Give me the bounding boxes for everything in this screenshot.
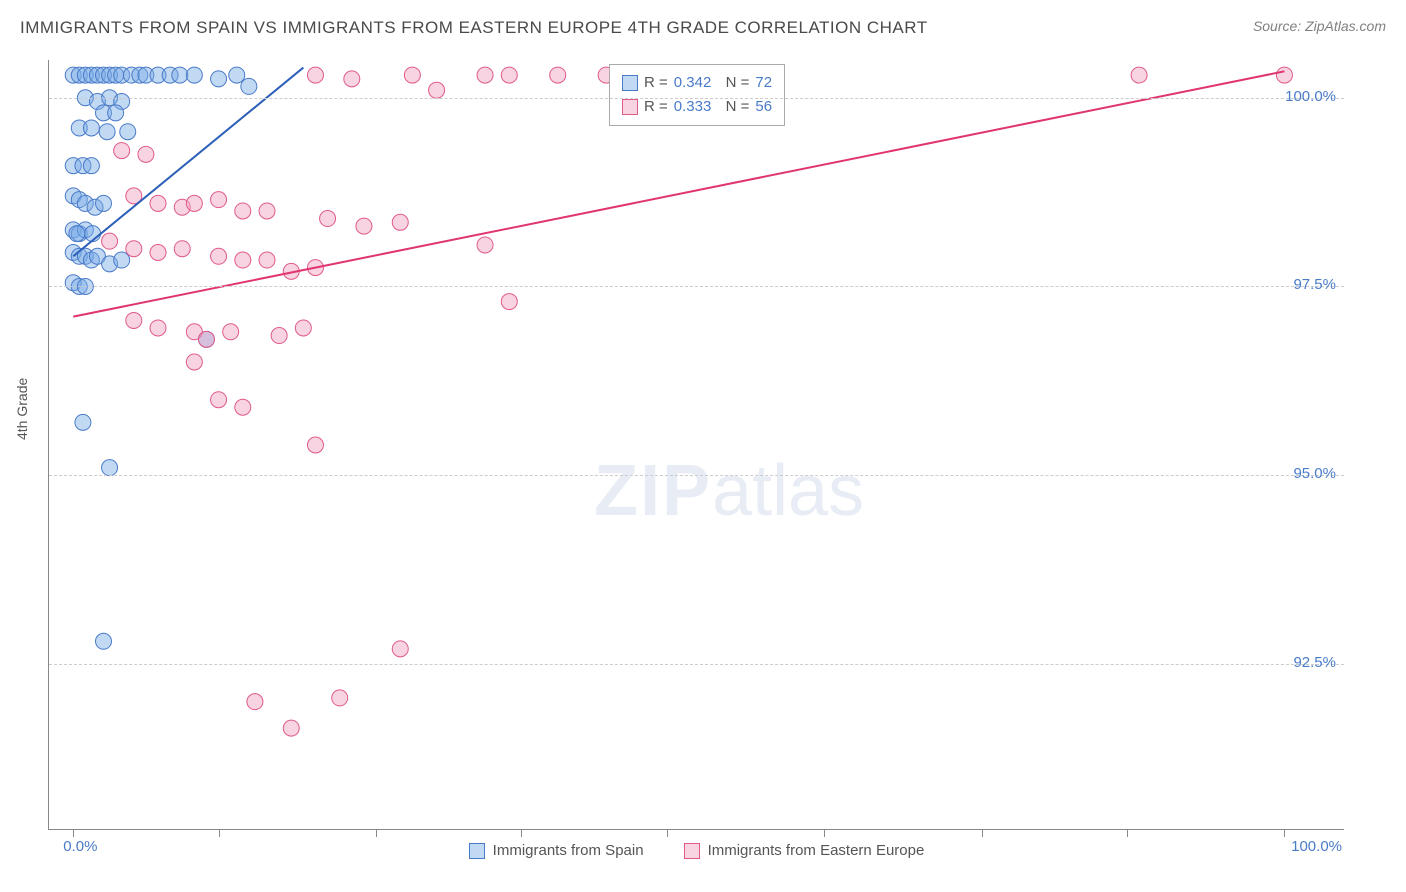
data-point (223, 324, 239, 340)
data-point (1131, 67, 1147, 83)
data-point (477, 237, 493, 253)
data-point (114, 252, 130, 268)
series-legend: Immigrants from Spain Immigrants from Ea… (49, 842, 1344, 859)
data-point (550, 67, 566, 83)
data-point (69, 226, 85, 242)
data-point (307, 437, 323, 453)
data-point (332, 690, 348, 706)
data-point (429, 82, 445, 98)
x-tick (73, 829, 74, 837)
swatch-ee-bottom (684, 843, 700, 859)
data-point (102, 233, 118, 249)
data-point (174, 241, 190, 257)
data-point (186, 67, 202, 83)
legend-n-spain: 72 (755, 71, 772, 95)
data-point (477, 67, 493, 83)
data-point (392, 641, 408, 657)
data-point (75, 414, 91, 430)
data-point (259, 252, 275, 268)
gridline-h (49, 98, 1344, 99)
y-axis-label: 4th Grade (14, 378, 30, 440)
gridline-h (49, 286, 1344, 287)
swatch-spain (622, 75, 638, 91)
data-point (126, 312, 142, 328)
data-point (83, 158, 99, 174)
legend-r-label: R = (644, 71, 668, 95)
data-point (320, 211, 336, 227)
data-point (307, 67, 323, 83)
data-point (120, 124, 136, 140)
data-point (126, 241, 142, 257)
data-point (211, 392, 227, 408)
y-tick-label: 100.0% (1285, 88, 1336, 105)
data-point (392, 214, 408, 230)
data-point (108, 105, 124, 121)
legend-r-spain: 0.342 (674, 71, 712, 95)
y-tick-label: 97.5% (1293, 276, 1336, 293)
data-point (356, 218, 372, 234)
data-point (150, 320, 166, 336)
data-point (344, 71, 360, 87)
legend-label-ee: Immigrants from Eastern Europe (708, 842, 925, 859)
legend-label-spain: Immigrants from Spain (493, 842, 644, 859)
data-point (150, 195, 166, 211)
legend-item-spain: Immigrants from Spain (469, 842, 644, 859)
legend-row-spain: R = 0.342 N = 72 (622, 71, 772, 95)
data-point (186, 195, 202, 211)
x-tick (219, 829, 220, 837)
data-point (138, 146, 154, 162)
data-point (235, 203, 251, 219)
legend-n-label: N = (717, 71, 749, 95)
x-tick (667, 829, 668, 837)
data-point (102, 460, 118, 476)
data-point (501, 294, 517, 310)
data-point (271, 328, 287, 344)
scatter-svg (49, 60, 1344, 829)
chart-plot-area: ZIPatlas R = 0.342 N = 72 R = 0.333 N = … (48, 60, 1344, 830)
data-point (96, 633, 112, 649)
data-point (404, 67, 420, 83)
legend-item-ee: Immigrants from Eastern Europe (684, 842, 925, 859)
data-point (229, 67, 245, 83)
correlation-legend: R = 0.342 N = 72 R = 0.333 N = 56 (609, 64, 785, 126)
data-point (295, 320, 311, 336)
y-tick-label: 92.5% (1293, 654, 1336, 671)
data-point (198, 331, 214, 347)
data-point (283, 720, 299, 736)
swatch-spain-bottom (469, 843, 485, 859)
data-point (83, 120, 99, 136)
x-tick (982, 829, 983, 837)
data-point (235, 252, 251, 268)
data-point (247, 694, 263, 710)
data-point (186, 354, 202, 370)
x-tick (1284, 829, 1285, 837)
chart-title: IMMIGRANTS FROM SPAIN VS IMMIGRANTS FROM… (20, 18, 928, 38)
data-point (211, 192, 227, 208)
x-tick (521, 829, 522, 837)
source-attribution: Source: ZipAtlas.com (1253, 18, 1386, 34)
data-point (211, 248, 227, 264)
data-point (259, 203, 275, 219)
data-point (150, 245, 166, 261)
x-tick (1127, 829, 1128, 837)
x-min-label: 0.0% (63, 838, 97, 855)
data-point (99, 124, 115, 140)
data-point (172, 67, 188, 83)
gridline-h (49, 475, 1344, 476)
data-point (114, 143, 130, 159)
data-point (211, 71, 227, 87)
data-point (1276, 67, 1292, 83)
swatch-ee (622, 99, 638, 115)
x-tick (376, 829, 377, 837)
data-point (235, 399, 251, 415)
x-max-label: 100.0% (1291, 838, 1342, 855)
data-point (241, 78, 257, 94)
x-tick (824, 829, 825, 837)
gridline-h (49, 664, 1344, 665)
data-point (96, 195, 112, 211)
data-point (501, 67, 517, 83)
y-tick-label: 95.0% (1293, 465, 1336, 482)
